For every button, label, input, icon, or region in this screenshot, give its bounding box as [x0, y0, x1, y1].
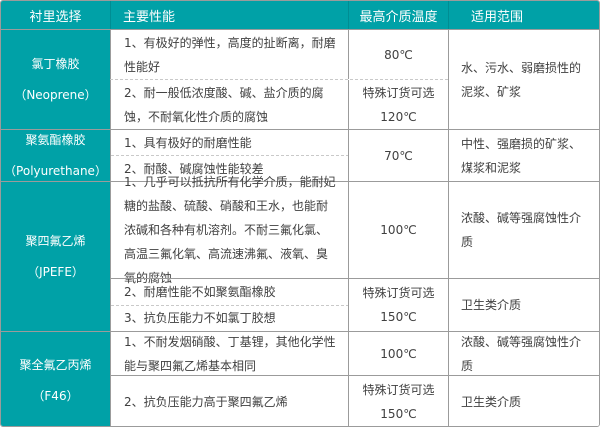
temperature-value: 100℃ — [380, 346, 417, 361]
lining-cell-neoprene: 氯丁橡胶 （Neoprene） — [1, 30, 110, 129]
lining-cell-polyurethane: 聚氨酯橡胶 （Polyurethane） — [1, 130, 110, 181]
header-cell-lining: 衬里选择 — [29, 9, 82, 25]
table-row: 聚氨酯橡胶 （Polyurethane） 1、具有极好的耐磨性能 2、耐酸、碱腐… — [1, 129, 599, 181]
sub-row: 2、耐一般低浓度酸、碱、盐介质的腐蚀，不耐氧化性介质的腐蚀 特殊订货可选 120… — [110, 80, 448, 129]
lining-name-en: （Neoprene） — [14, 88, 97, 102]
table-header-row: 衬里选择 主要性能 最高介质温度 适用范围 — [1, 1, 599, 29]
lining-cell-ptfe: 聚四氟乙烯 （JPEFE） — [1, 182, 110, 331]
section-rows: 1、不耐发烟硝酸、丁基锂，其他化学性能与聚四氟乙烯基本相同 100℃ 浓酸、碱等… — [110, 332, 599, 426]
performance-cell: 1、几乎可以抵抗所有化学介质，能耐妃糖的盐酸、硫酸、硝酸和王水，也能耐浓碱和各种… — [110, 175, 348, 285]
table-row: 聚四氟乙烯 （JPEFE） 1、几乎可以抵抗所有化学介质，能耐妃糖的盐酸、硫酸、… — [1, 175, 599, 331]
lining-name-cn: 聚四氟乙烯 — [25, 234, 86, 248]
temperature-value: 150℃ — [380, 310, 417, 324]
temperature-cell: 100℃ — [348, 182, 448, 278]
scope-cell: 卫生类介质 — [448, 279, 599, 331]
temperature-cell: 80℃ — [348, 30, 448, 79]
temperature-value: 70℃ — [384, 148, 413, 163]
temperature-value: 100℃ — [380, 223, 417, 237]
lining-name-cn: 氯丁橡胶 — [31, 57, 80, 71]
header-cell-scope: 适用范围 — [448, 1, 599, 29]
temperature-value: 150℃ — [380, 407, 417, 421]
scope-cell: 浓酸、碱等强腐蚀性介质 — [448, 182, 599, 278]
performance-cell: 2、抗负压能力高于聚四氟乙烯 — [110, 376, 348, 426]
performance-group: 1、具有极好的耐磨性能 2、耐酸、碱腐蚀性能较差 — [110, 130, 349, 181]
table-row: 氯丁橡胶 （Neoprene） 1、有极好的弹性，高度的扯断离，耐磨性能好 80… — [1, 29, 599, 129]
lining-name-en: （JPEFE） — [27, 265, 84, 279]
scope-cell: 浓酸、碱等强腐蚀性介质 — [448, 332, 599, 375]
scope-cell: 卫生类介质 — [448, 376, 599, 426]
header-cell-performance: 主要性能 — [110, 1, 348, 29]
performance-cell: 1、不耐发烟硝酸、丁基锂，其他化学性能与聚四氟乙烯基本相同 — [110, 332, 348, 375]
performance-cell: 1、具有极好的耐磨性能 — [111, 130, 349, 156]
performance-temperature-group: 1、有极好的弹性，高度的扯断离，耐磨性能好 80℃ 2、耐一般低浓度酸、碱、盐介… — [110, 30, 448, 129]
performance-cell: 2、耐一般低浓度酸、碱、盐介质的腐蚀，不耐氧化性介质的腐蚀 — [110, 80, 348, 129]
scope-cell: 水、污水、弱磨损性的泥浆、矿浆 — [448, 30, 599, 129]
section-rows: 1、几乎可以抵抗所有化学介质，能耐妃糖的盐酸、硫酸、硝酸和王水，也能耐浓碱和各种… — [110, 175, 599, 331]
table-row: 聚全氟乙丙烯 （F46） 1、不耐发烟硝酸、丁基锂，其他化学性能与聚四氟乙烯基本… — [1, 331, 599, 426]
performance-cell: 2、耐磨性能不如聚氨酯橡胶 — [111, 279, 349, 306]
performance-cell: 3、抗负压能力不如氯丁胶想 — [124, 311, 276, 326]
sub-row: 1、不耐发烟硝酸、丁基锂，其他化学性能与聚四氟乙烯基本相同 100℃ 浓酸、碱等… — [110, 332, 599, 375]
header-cell-temperature: 最高介质温度 — [348, 1, 448, 29]
temperature-cell: 特殊订货可选 120℃ — [348, 80, 448, 129]
temperature-cell: 100℃ — [348, 332, 448, 375]
sub-row: 2、耐磨性能不如聚氨酯橡胶 3、抗负压能力不如氯丁胶想 特殊订货可选 150℃ … — [110, 278, 599, 331]
performance-group: 2、耐磨性能不如聚氨酯橡胶 3、抗负压能力不如氯丁胶想 — [110, 279, 349, 331]
performance-cell: 1、有极好的弹性，高度的扯断离，耐磨性能好 — [110, 30, 348, 79]
lining-name-cn: 聚全氟乙丙烯 — [19, 357, 92, 372]
lining-name-en: （F46） — [32, 388, 79, 403]
sub-row: 2、抗负压能力高于聚四氟乙烯 特殊订货可选 150℃ 卫生类介质 — [110, 375, 599, 426]
temperature-note: 特殊订货可选 — [362, 383, 435, 397]
temperature-cell: 70℃ — [348, 130, 448, 181]
sub-row: 1、有极好的弹性，高度的扯断离，耐磨性能好 80℃ — [110, 30, 448, 80]
lining-name-cn: 聚氨酯橡胶 — [25, 133, 86, 147]
lining-cell-f46: 聚全氟乙丙烯 （F46） — [1, 332, 110, 426]
temperature-note: 特殊订货可选 — [362, 286, 435, 300]
temperature-value: 80℃ — [384, 47, 413, 62]
temperature-value: 120℃ — [380, 109, 417, 124]
temperature-note: 特殊订货可选 — [362, 85, 435, 100]
performance-cell: 2、耐酸、碱腐蚀性能较差 — [124, 161, 264, 176]
temperature-cell: 特殊订货可选 150℃ — [348, 376, 448, 426]
temperature-cell: 特殊订货可选 150℃ — [348, 279, 448, 331]
lining-name-en: （Polyurethane） — [4, 164, 107, 178]
sub-row: 1、几乎可以抵抗所有化学介质，能耐妃糖的盐酸、硫酸、硝酸和王水，也能耐浓碱和各种… — [110, 175, 599, 285]
scope-cell: 中性、强磨损的矿浆、煤浆和泥浆 — [448, 130, 599, 181]
